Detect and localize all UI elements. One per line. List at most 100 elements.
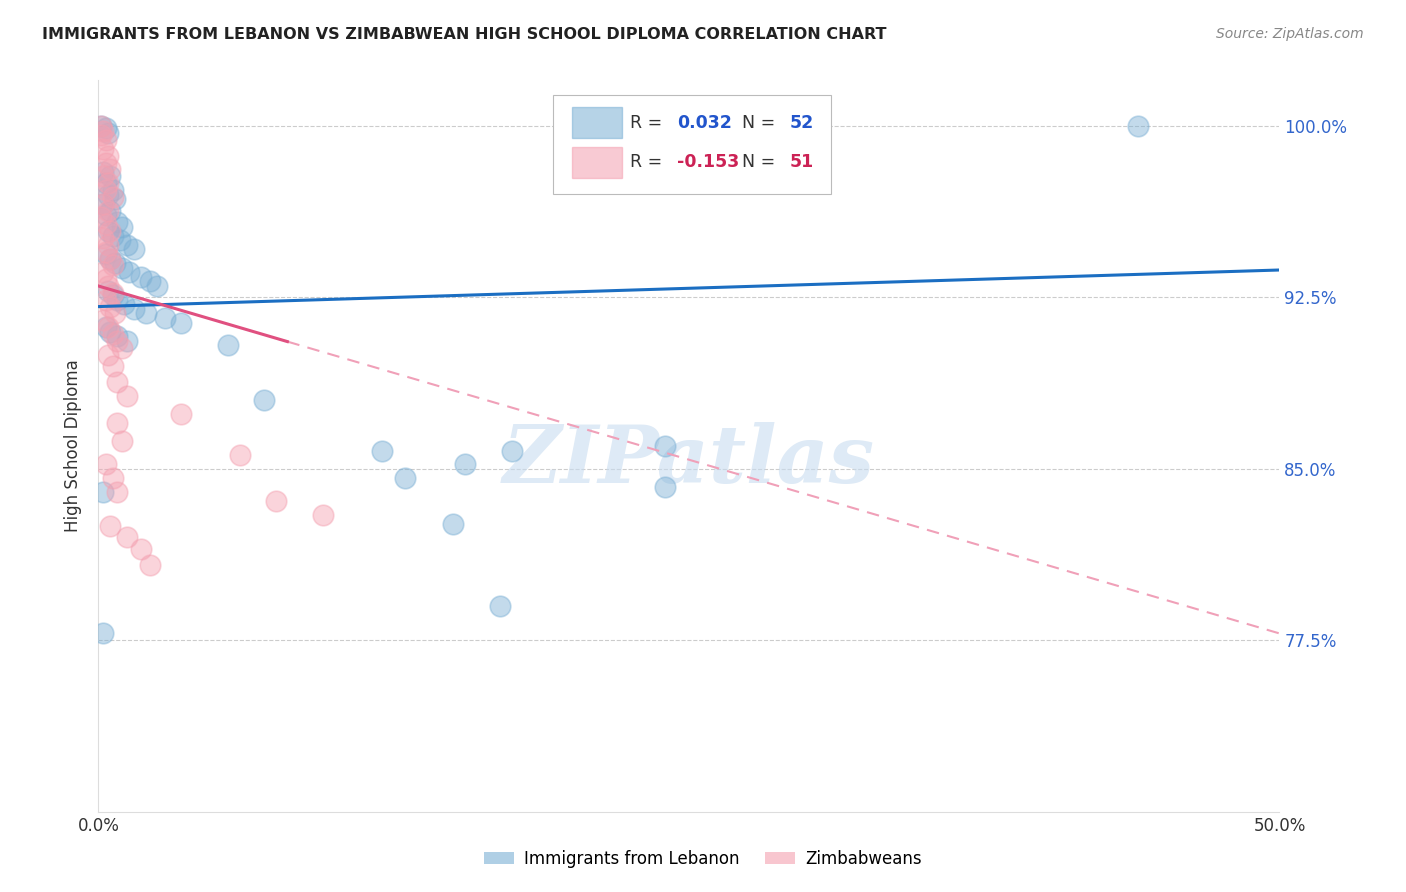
Point [94,217,117,231]
Text: 51: 51 [789,153,814,171]
Point [146,279,169,293]
Point [105,329,128,343]
Point [94,272,117,286]
Text: IMMIGRANTS FROM LEBANON VS ZIMBABWEAN HIGH SCHOOL DIPLOMA CORRELATION CHART: IMMIGRANTS FROM LEBANON VS ZIMBABWEAN HI… [42,27,887,42]
Point [371,443,394,458]
Point [94,320,117,334]
Point [118,265,141,279]
Point [98,325,121,339]
Point [115,530,138,544]
Point [105,484,128,499]
Text: 0.032: 0.032 [678,113,733,132]
FancyBboxPatch shape [572,147,621,178]
Point [97,279,120,293]
Point [97,237,120,252]
Point [97,224,120,238]
Text: -0.153: -0.153 [678,153,740,171]
Point [217,338,239,352]
Point [101,183,124,197]
Point [105,215,128,229]
Point [101,288,124,302]
Text: 52: 52 [789,113,814,132]
Point [97,126,120,140]
Point [97,320,120,334]
Point [94,176,117,190]
Point [101,326,124,341]
Point [104,306,127,320]
Point [105,416,128,430]
Point [139,274,162,288]
Point [91,196,114,211]
Text: Source: ZipAtlas.com: Source: ZipAtlas.com [1216,27,1364,41]
Point [97,284,120,298]
Point [111,219,134,234]
Point [98,252,121,266]
Point [112,297,135,311]
Point [153,310,176,325]
Point [170,407,193,421]
Point [101,359,124,373]
Point [94,183,117,197]
Point [111,434,134,449]
Point [111,341,134,355]
Point [105,375,128,389]
Point [91,164,114,178]
Point [253,393,276,408]
Point [101,228,124,243]
Point [91,484,114,499]
Point [122,301,145,316]
Text: N =: N = [742,153,780,171]
Legend: Immigrants from Lebanon, Zimbabweans: Immigrants from Lebanon, Zimbabweans [478,844,928,875]
Point [108,233,131,247]
Point [115,334,138,348]
Text: R =: R = [630,113,668,132]
FancyBboxPatch shape [553,95,831,194]
Point [98,162,121,177]
Point [135,306,157,320]
Point [90,119,112,133]
Point [94,208,117,222]
Y-axis label: High School Diploma: High School Diploma [65,359,83,533]
Point [97,176,120,190]
Point [94,457,117,471]
Point [115,237,138,252]
Point [170,316,193,330]
Point [91,313,114,327]
Point [98,519,121,533]
Point [105,293,128,307]
Point [91,142,114,156]
Point [98,252,121,266]
Point [94,133,117,147]
Point [501,443,523,458]
Point [129,541,152,556]
Point [101,259,124,273]
Point [129,269,152,284]
Point [453,457,475,471]
Point [91,123,114,137]
Point [1126,119,1149,133]
Point [101,285,124,300]
Point [98,169,121,184]
Point [115,389,138,403]
Point [122,243,145,257]
Point [94,293,117,307]
Point [91,265,114,279]
Point [312,508,335,522]
Point [94,121,117,136]
Point [91,626,114,640]
Point [98,203,121,218]
Point [101,471,124,485]
Point [229,448,252,462]
Text: ZIPatlas: ZIPatlas [503,422,875,500]
Point [264,493,287,508]
Point [90,119,112,133]
Point [654,439,676,453]
Point [90,211,112,225]
Point [98,224,121,238]
Point [104,192,127,206]
Point [91,231,114,245]
Text: R =: R = [630,153,668,171]
Point [489,599,512,613]
Point [98,300,121,314]
Point [91,169,114,184]
